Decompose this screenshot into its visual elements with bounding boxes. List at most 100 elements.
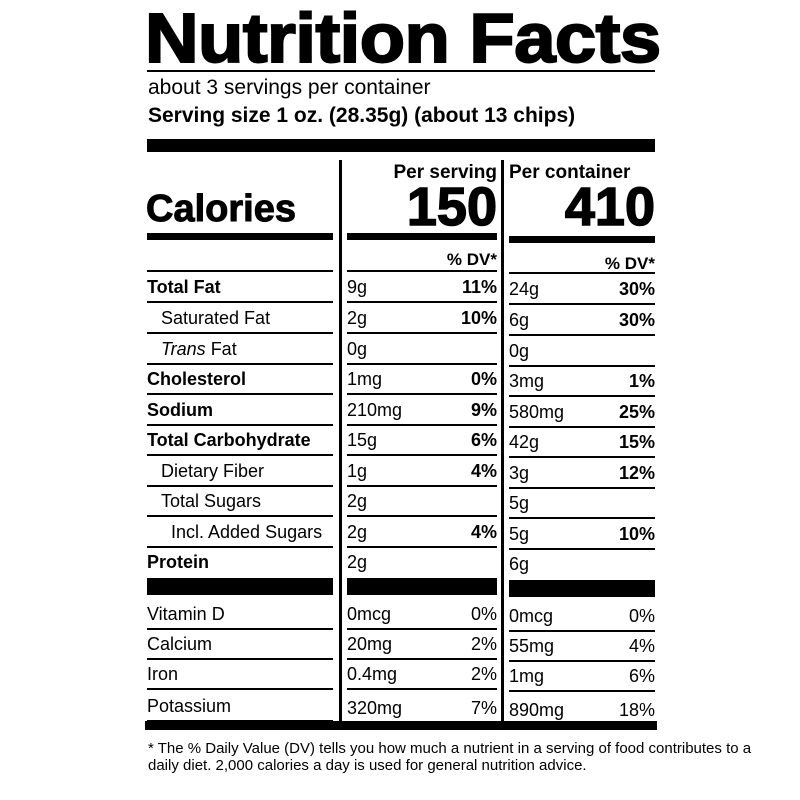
serving-dv: 7% [470, 698, 497, 718]
nutrient-name: Total Carbohydrate [147, 430, 311, 450]
nutrient-name-cell: Iron [147, 660, 333, 690]
serving-cell: 0g [347, 334, 497, 365]
container-cell: 1mg 6% [509, 662, 655, 692]
thick-divider [147, 139, 655, 152]
serving-size: Serving size 1 oz. (28.35g) (about 13 ch… [148, 104, 576, 127]
container-cell: 0mcg 0% [509, 599, 655, 632]
calories-divider [509, 236, 655, 243]
calories-per-container: 410 [564, 176, 656, 238]
nutrient-name-cell: Sodium [147, 395, 333, 426]
container-amount: 1mg [509, 666, 545, 686]
row-divider [147, 270, 333, 272]
serving-dv: 11% [461, 277, 497, 297]
container-cell: 24g 30% [509, 274, 655, 305]
container-cell: 890mg 18% [509, 692, 655, 724]
container-amount: 5g [509, 524, 530, 544]
serving-cell: 15g 6% [347, 426, 497, 456]
calories-label: Calories [146, 188, 297, 231]
serving-amount: 0.4mg [347, 664, 398, 684]
serving-amount: 9g [347, 277, 368, 297]
serving-amount: 0mcg [347, 604, 392, 624]
container-dv: 30% [618, 279, 655, 299]
serving-amount: 320mg [347, 698, 403, 718]
nutrient-name: Trans Fat [161, 339, 237, 360]
container-amount: 580mg [509, 402, 565, 422]
nutrient-name-cell: Total Fat [147, 272, 333, 303]
serving-cell: 2g 10% [347, 303, 497, 334]
container-dv: 0% [628, 606, 655, 626]
serving-dv: 4% [470, 461, 497, 481]
nutrient-name: Incl. Added Sugars [171, 522, 323, 542]
container-cell: 6g [509, 550, 655, 578]
nutrient-name-cell: Potassium [147, 690, 333, 722]
container-cell: 5g [509, 489, 655, 519]
container-cell: 0g [509, 336, 655, 367]
nutrient-name-cell: Vitamin D [147, 597, 333, 630]
nutrient-name-cell: Calcium [147, 630, 333, 660]
container-dv: 4% [628, 636, 655, 656]
container-amount: 3mg [509, 371, 545, 391]
container-cell: 42g 15% [509, 428, 655, 458]
serving-dv: 2% [470, 664, 497, 684]
serving-dv: 2% [470, 634, 497, 654]
nutrient-name-italic: Trans [161, 339, 206, 359]
serving-amount: 2g [347, 308, 368, 328]
serving-dv: 6% [470, 430, 497, 450]
serving-dv: 10% [460, 308, 497, 328]
nutrient-name: Vitamin D [147, 604, 225, 624]
serving-cell: 20mg 2% [347, 630, 497, 660]
serving-amount: 20mg [347, 634, 393, 654]
container-amount: 0mcg [509, 606, 554, 626]
container-dv: 25% [618, 402, 655, 422]
container-amount: 3g [509, 463, 530, 483]
container-dv: 1% [628, 371, 655, 391]
nutrient-name: Saturated Fat [161, 308, 271, 328]
container-amount: 24g [509, 279, 540, 299]
nutrient-name-cell: Total Sugars [147, 487, 333, 517]
thick-divider [509, 580, 655, 597]
container-cell: 3g 12% [509, 458, 655, 489]
serving-cell: 1g 4% [347, 456, 497, 487]
nutrient-name-cell: Saturated Fat [147, 303, 333, 334]
serving-cell: 2g [347, 487, 497, 517]
calories-divider [147, 233, 333, 240]
row-divider [509, 272, 655, 274]
container-amount: 5g [509, 493, 530, 513]
title-divider [147, 70, 655, 72]
per-container-header: Per container [509, 162, 631, 183]
nutrient-name: Cholesterol [147, 369, 247, 389]
footnote: * The % Daily Value (DV) tells you how m… [148, 740, 752, 774]
serving-cell: 1mg 0% [347, 365, 497, 395]
calories-per-serving: 150 [406, 176, 498, 238]
container-cell: 580mg 25% [509, 397, 655, 428]
per-serving-header: Per serving [393, 162, 498, 183]
container-amount: 6g [509, 310, 530, 330]
nutrient-name-cell: Dietary Fiber [147, 456, 333, 487]
bottom-divider [145, 721, 657, 730]
serving-amount: 1g [347, 461, 368, 481]
nutrient-name: Total Sugars [161, 491, 262, 511]
dv-header-container: % DV* [604, 254, 655, 273]
container-amount: 55mg [509, 636, 555, 656]
serving-cell: 0mcg 0% [347, 597, 497, 630]
container-amount: 6g [509, 554, 530, 574]
serving-amount: 2g [347, 491, 368, 511]
serving-dv: 4% [470, 522, 497, 542]
container-dv: 10% [618, 524, 655, 544]
thick-divider [147, 578, 333, 595]
container-cell: 6g 30% [509, 305, 655, 336]
nutrient-name: Total Fat [147, 277, 221, 297]
container-dv: 12% [618, 463, 655, 483]
nutrient-name: Protein [147, 552, 210, 572]
nutrient-name-cell: Trans Fat [147, 334, 333, 365]
nutrient-name: Potassium [147, 696, 232, 716]
container-dv: 15% [618, 432, 655, 452]
serving-amount: 0g [347, 339, 368, 359]
servings-per-container: about 3 servings per container [148, 76, 431, 99]
serving-cell: 0.4mg 2% [347, 660, 497, 690]
container-amount: 0g [509, 341, 530, 361]
serving-cell: 210mg 9% [347, 395, 497, 426]
nutrient-name: Sodium [147, 400, 213, 420]
nutrient-name-cell: Protein [147, 548, 333, 576]
container-cell: 55mg 4% [509, 632, 655, 662]
